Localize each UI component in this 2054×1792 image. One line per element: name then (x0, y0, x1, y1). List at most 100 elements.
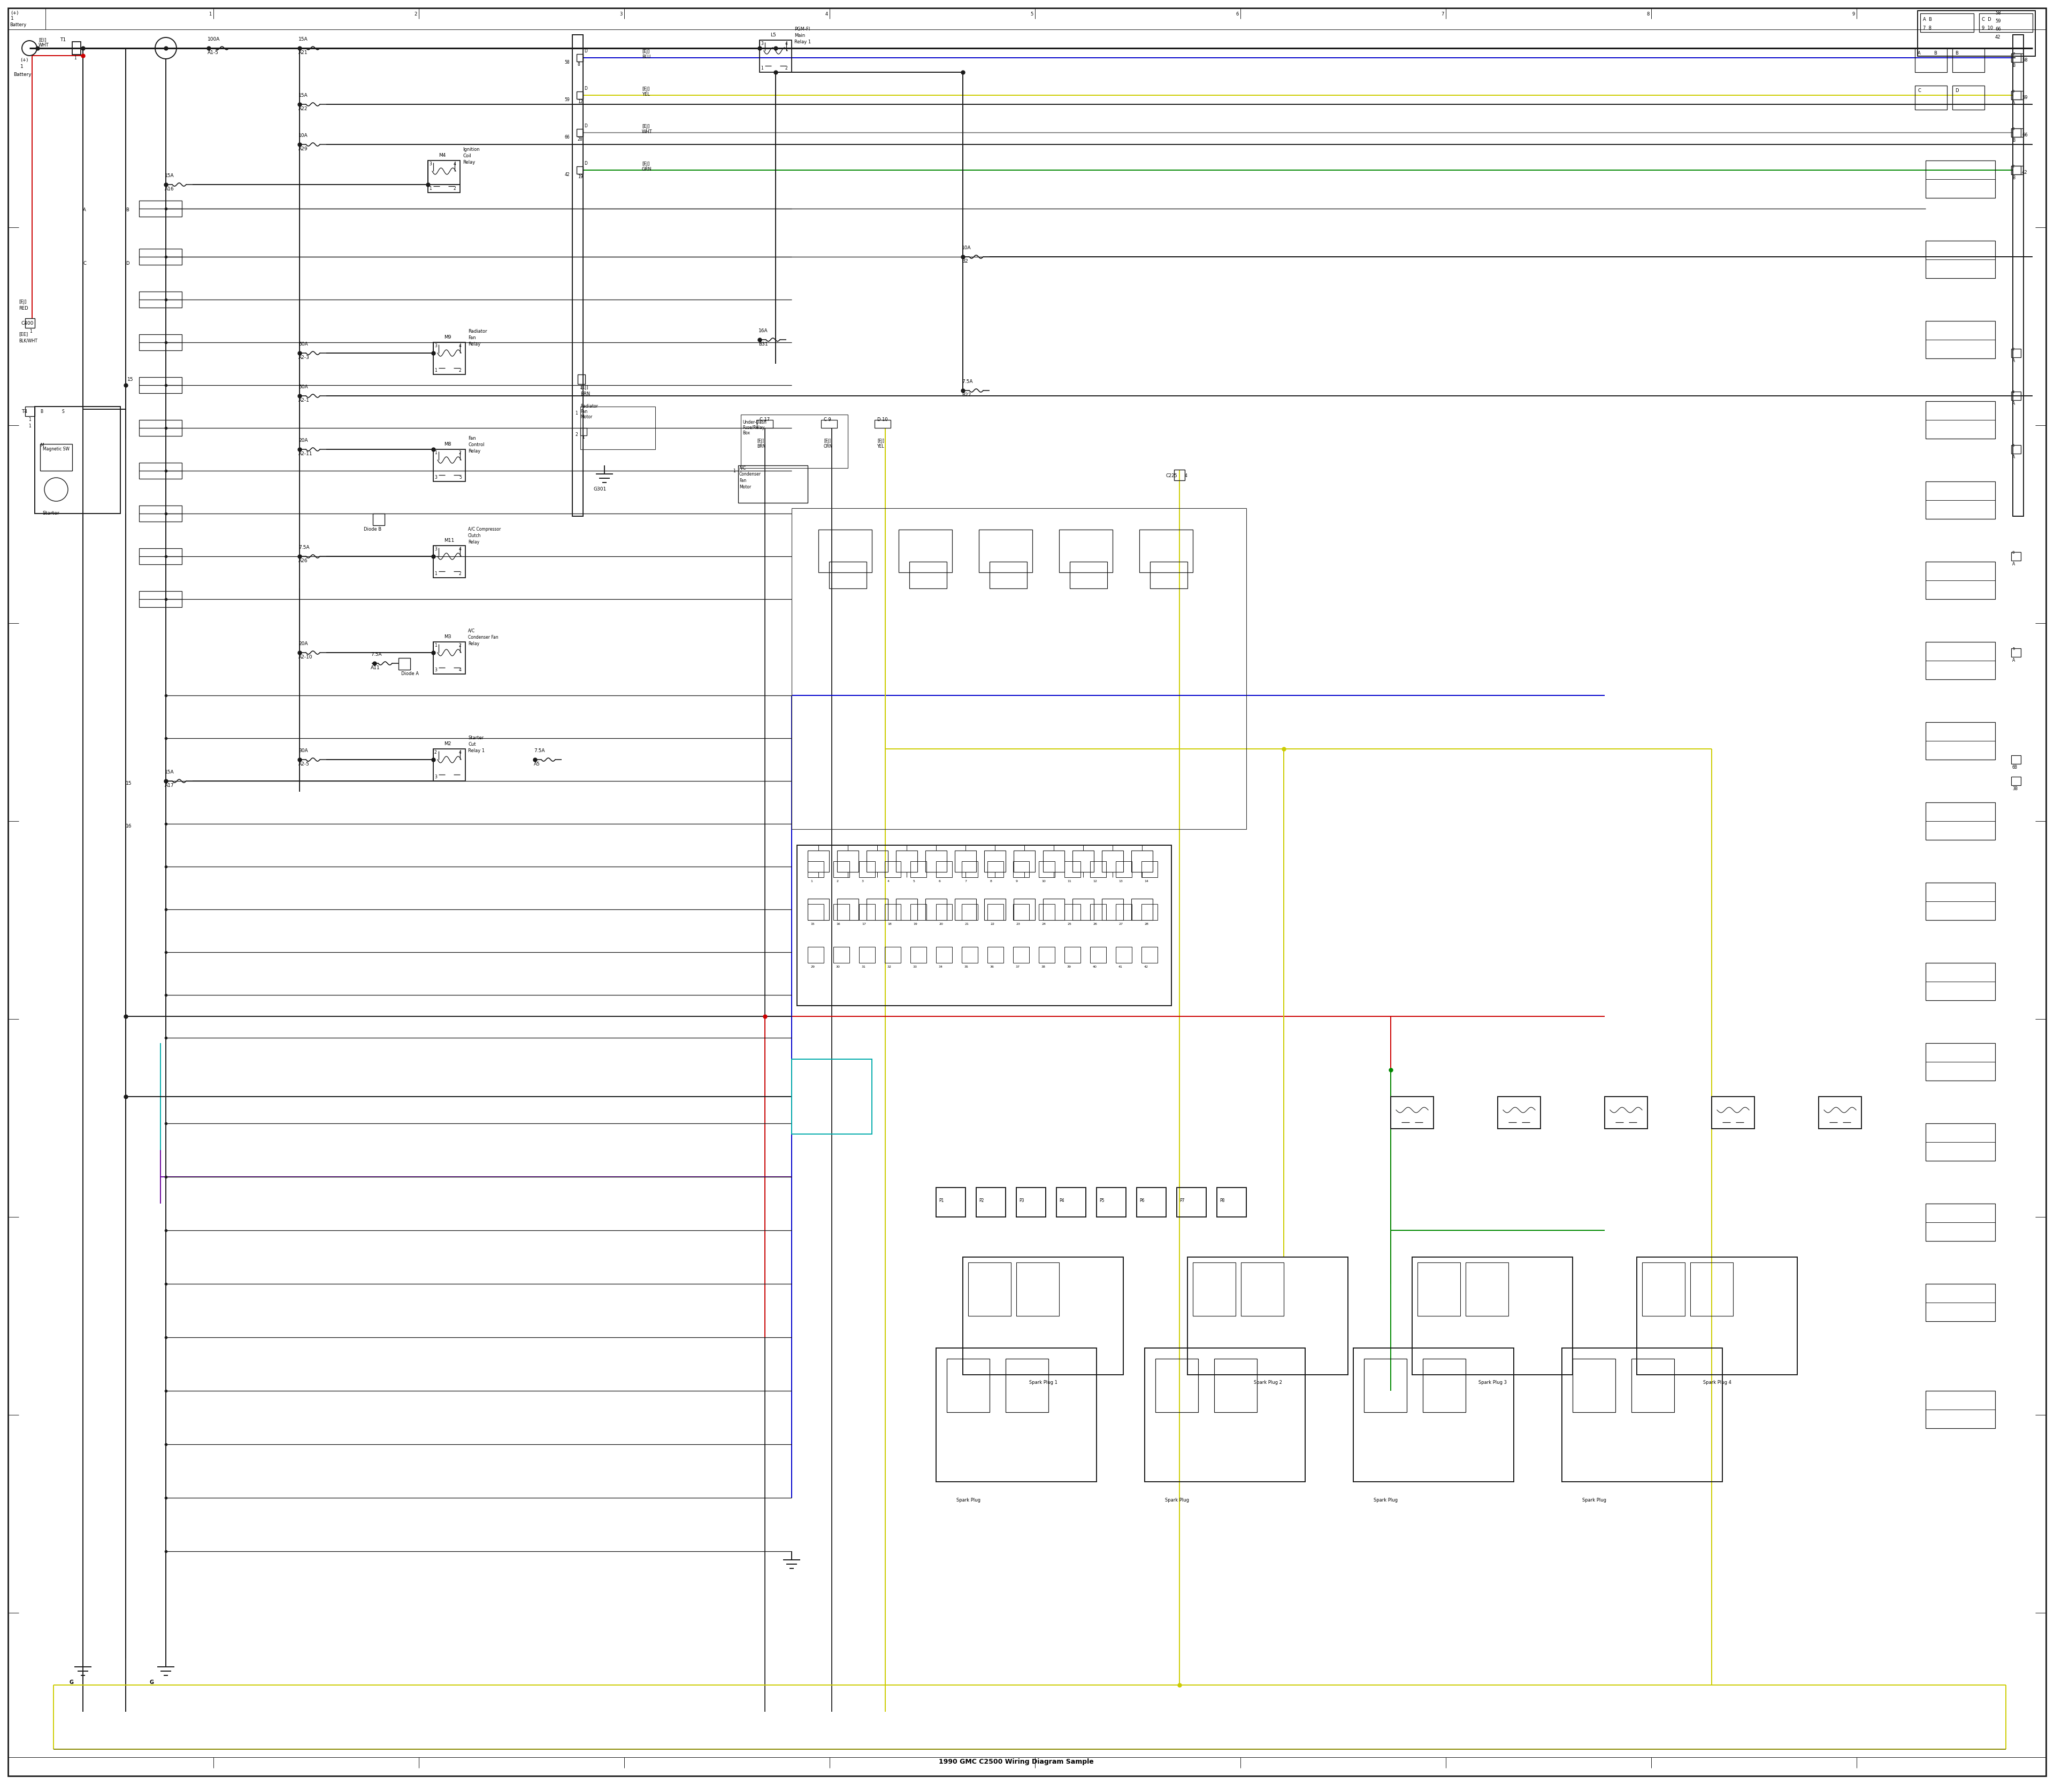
Text: B: B (1955, 50, 1957, 56)
Bar (1818, 1097, 1861, 1129)
Text: A5: A5 (534, 762, 540, 767)
Text: Relay 1: Relay 1 (468, 749, 485, 753)
Text: 7: 7 (965, 880, 967, 883)
Text: C: C (1918, 88, 1920, 93)
Text: 15A: 15A (164, 174, 175, 177)
Bar (374, 514, 384, 525)
Bar (2011, 552, 2021, 561)
Text: A17: A17 (164, 783, 175, 788)
Text: 4: 4 (785, 41, 789, 47)
Text: Condenser: Condenser (739, 471, 762, 477)
Text: 58: 58 (565, 59, 569, 65)
Text: P5: P5 (1099, 1199, 1105, 1202)
Text: 2: 2 (2013, 165, 2015, 168)
Bar (867, 851, 887, 873)
Bar (1927, 561, 1994, 599)
Text: D: D (583, 161, 587, 167)
Bar (1637, 1256, 1797, 1374)
Bar (1953, 48, 1984, 72)
Text: P6: P6 (1140, 1199, 1144, 1202)
Bar (8, 7, 45, 29)
Text: 15: 15 (125, 781, 131, 787)
Bar (885, 946, 902, 962)
Text: 41: 41 (1119, 966, 1124, 968)
Text: 29: 29 (811, 966, 815, 968)
Text: 6B: 6B (2013, 765, 2017, 771)
Text: M4: M4 (440, 152, 446, 158)
Bar (961, 862, 978, 878)
Bar (1142, 946, 1158, 962)
Text: A2-5: A2-5 (298, 762, 310, 767)
Text: 4: 4 (2013, 391, 2015, 394)
Text: A21: A21 (298, 50, 308, 56)
Bar (1953, 86, 1984, 109)
Bar (1177, 1188, 1206, 1217)
Text: 1: 1 (21, 65, 23, 70)
Bar (1641, 1262, 1684, 1315)
Text: 42: 42 (1144, 966, 1148, 968)
Bar (1115, 862, 1132, 878)
Text: 2: 2 (458, 643, 462, 647)
Bar (1064, 903, 1080, 919)
Text: D 10: D 10 (877, 418, 887, 423)
Bar (41, 444, 72, 471)
Bar (807, 851, 830, 873)
Bar (1980, 13, 2033, 32)
Text: Magnetic SW: Magnetic SW (43, 446, 70, 452)
Text: D: D (583, 124, 587, 129)
Bar (937, 1188, 965, 1217)
Text: B: B (41, 409, 43, 414)
Bar (1115, 903, 1132, 919)
Text: 13: 13 (1119, 880, 1124, 883)
Text: M2: M2 (444, 742, 452, 745)
Bar (910, 862, 926, 878)
Text: 26: 26 (1093, 923, 1097, 925)
Text: BRN: BRN (756, 444, 766, 448)
Text: 27: 27 (1119, 923, 1124, 925)
Text: 42: 42 (2021, 170, 2027, 176)
Text: 19: 19 (577, 174, 583, 179)
Text: 50A: 50A (298, 385, 308, 389)
Text: 42: 42 (1994, 34, 2001, 39)
Text: 60A: 60A (298, 342, 308, 346)
Bar (955, 851, 976, 873)
Text: 30: 30 (836, 966, 840, 968)
Text: Battery: Battery (14, 72, 31, 77)
Text: 40: 40 (1093, 966, 1097, 968)
Text: Battery: Battery (10, 23, 27, 27)
Bar (1604, 1097, 1647, 1129)
Text: Spark Plug 1: Spark Plug 1 (1029, 1380, 1058, 1385)
Text: 8: 8 (990, 880, 992, 883)
Text: 8: 8 (1647, 13, 1649, 16)
Text: 58: 58 (1994, 11, 2001, 16)
Text: P2: P2 (980, 1199, 984, 1202)
Bar (760, 39, 791, 72)
Text: Condenser Fan: Condenser Fan (468, 634, 499, 640)
Text: 1: 1 (433, 572, 438, 575)
Text: B: B (2013, 176, 2015, 181)
Text: 8: 8 (577, 63, 579, 66)
Text: C  D: C D (1982, 18, 1990, 22)
Text: Cut: Cut (468, 742, 477, 747)
Bar (1091, 862, 1107, 878)
Text: 4: 4 (458, 668, 462, 672)
Bar (581, 407, 655, 450)
Text: 1: 1 (575, 410, 577, 416)
Text: A: A (2013, 658, 2015, 663)
Bar (807, 903, 824, 919)
Bar (1091, 946, 1107, 962)
Bar (807, 898, 830, 919)
Bar (1017, 1188, 1045, 1217)
Text: 2: 2 (458, 572, 462, 575)
Bar (140, 548, 183, 564)
Bar (398, 658, 411, 670)
Bar (859, 903, 875, 919)
Text: Spark Plug: Spark Plug (1582, 1498, 1606, 1503)
Text: 3: 3 (429, 161, 431, 167)
Text: [EJ]: [EJ] (641, 86, 649, 91)
Text: Relay: Relay (468, 539, 479, 545)
Text: 100A: 100A (207, 38, 220, 41)
Bar (2011, 167, 2023, 174)
Text: 7  8: 7 8 (1923, 25, 1931, 30)
Bar (830, 561, 867, 588)
